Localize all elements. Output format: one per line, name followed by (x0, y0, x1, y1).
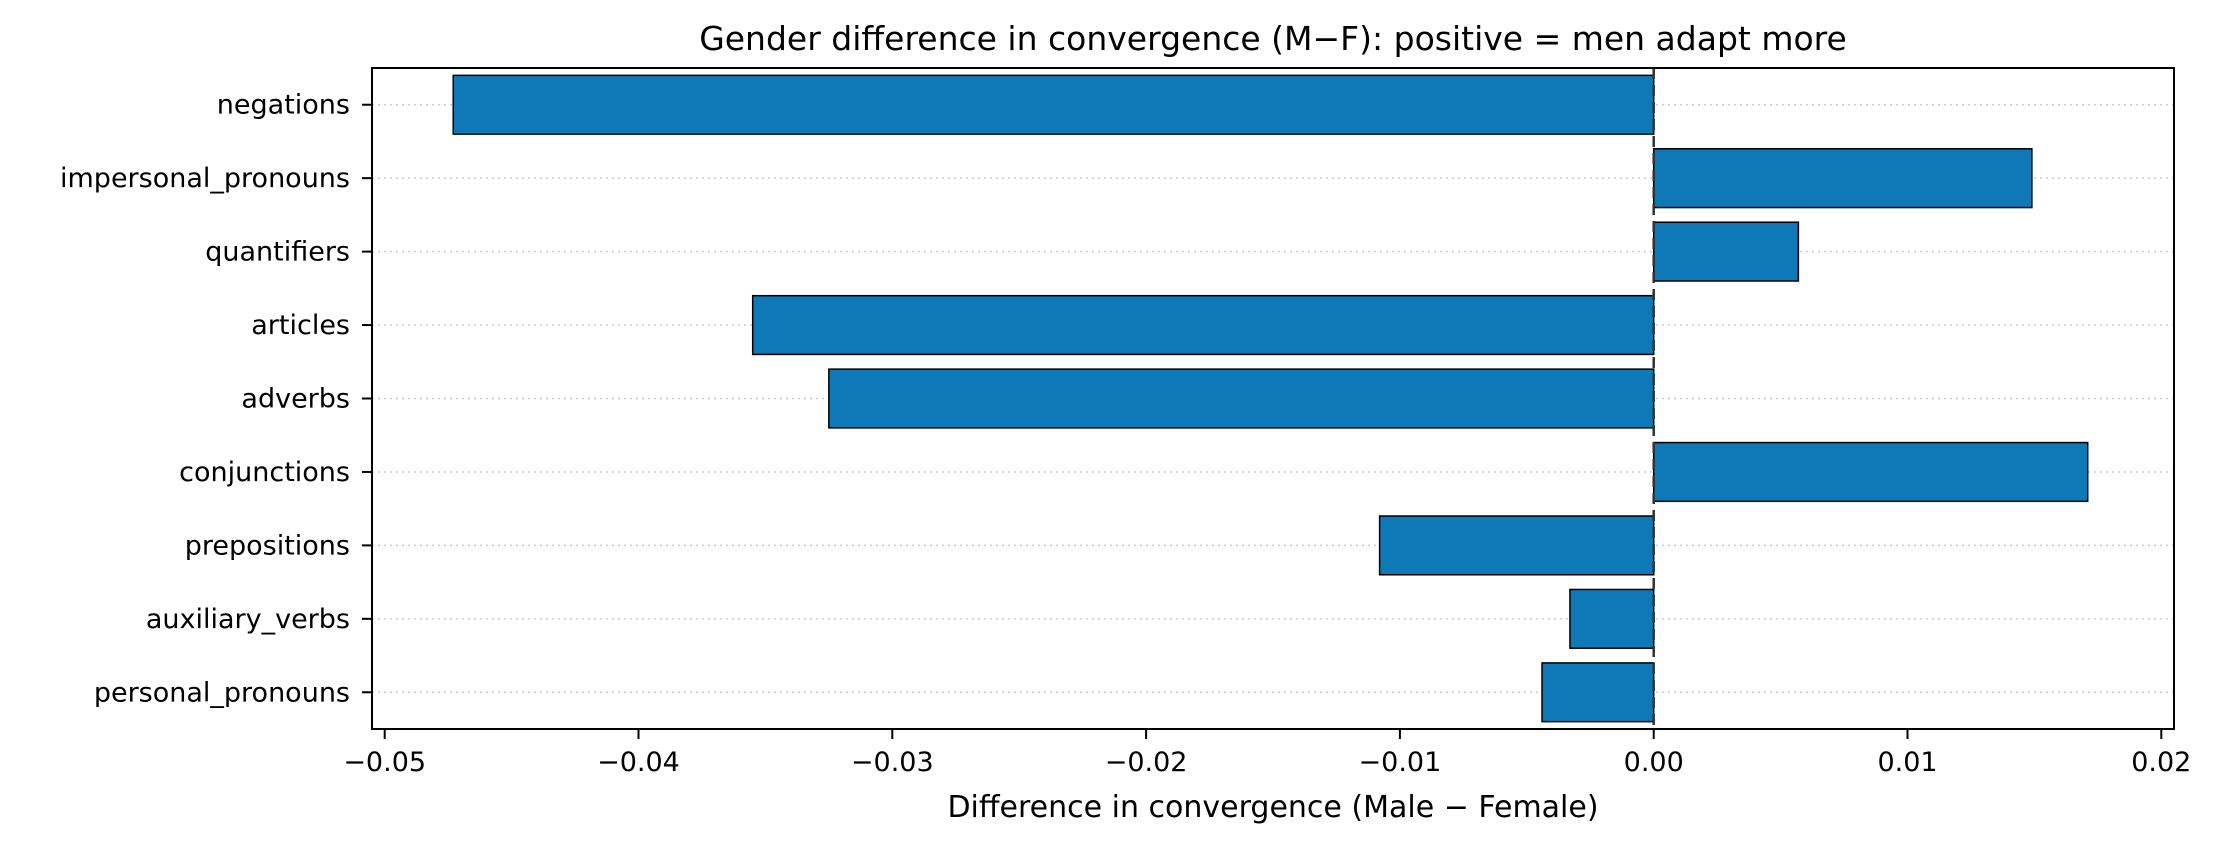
y-tick-label: quantifiers (205, 237, 350, 268)
x-tick-label: 0.01 (1877, 747, 1937, 778)
bar-impersonal_pronouns (1652, 148, 2033, 209)
x-tick-label: −0.03 (851, 747, 934, 778)
y-tick-label: adverbs (241, 384, 350, 415)
y-tick-label: prepositions (185, 530, 350, 561)
x-axis: −0.05 −0.04 −0.03 −0.02 −0.01 0.00 0.01 0.02 (343, 729, 2191, 778)
y-tick-label: articles (251, 310, 350, 341)
x-tick-label: 0.02 (2131, 747, 2191, 778)
y-axis: negations impersonal_pronouns quantifiers a… (60, 90, 372, 708)
x-tick-label: −0.02 (1105, 747, 1188, 778)
chart-title: Gender difference in convergence (M−F): … (699, 19, 1847, 58)
y-tick-label: impersonal_pronouns (60, 163, 350, 194)
y-tick-label: conjunctions (179, 457, 350, 488)
y-tick-label: auxiliary_verbs (146, 604, 350, 635)
bar-prepositions (1378, 515, 1655, 576)
y-tick-label: negations (217, 90, 350, 121)
bar-auxiliary_verbs (1569, 588, 1655, 649)
y-tick-label: personal_pronouns (94, 677, 350, 708)
x-axis-label: Difference in convergence (Male − Female… (947, 790, 1598, 825)
bar-adverbs (828, 368, 1655, 429)
bar-quantifiers (1652, 221, 1800, 282)
x-tick-label: −0.05 (343, 747, 426, 778)
bar-personal_pronouns (1541, 662, 1655, 723)
bar-articles (751, 294, 1655, 356)
bar-conjunctions (1652, 441, 2089, 503)
bar-negations (452, 74, 1655, 135)
x-tick-label: 0.00 (1624, 747, 1684, 778)
x-tick-label: −0.04 (597, 747, 680, 778)
x-tick-label: −0.01 (1359, 747, 1442, 778)
